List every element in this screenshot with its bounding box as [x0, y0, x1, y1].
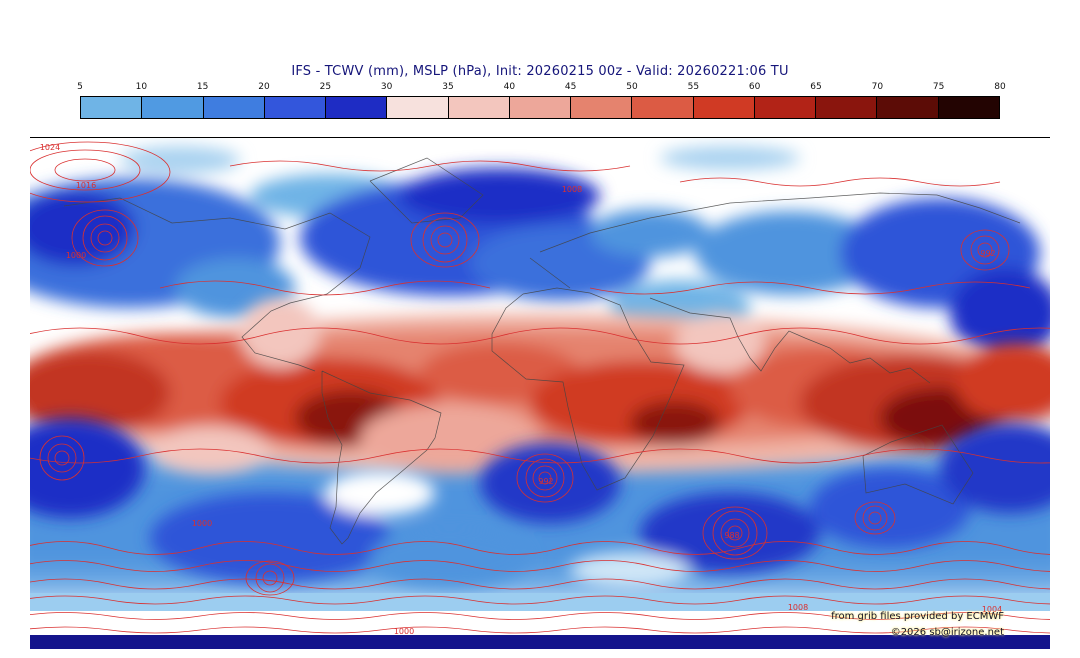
- map-title: IFS - TCWV (mm), MSLP (hPa), Init: 20260…: [291, 64, 789, 79]
- pressure-label: 988: [724, 531, 740, 540]
- colorbar-segment: [264, 97, 327, 118]
- colorbar-segment: [693, 97, 755, 118]
- colorbar-tick: 25: [319, 82, 332, 92]
- colorbar-segment: [938, 97, 999, 118]
- colorbar-tick: 70: [871, 82, 884, 92]
- colorbar-tick: 35: [442, 82, 454, 92]
- colorbar: 5 10 15 20 25 30 35 40 45 50 55 60 65 70 75 80: [77, 82, 1006, 119]
- pressure-label: 1000: [191, 519, 213, 528]
- pressure-label: 1008: [787, 603, 809, 612]
- colorbar-segment: [877, 97, 939, 118]
- coastlines: [63, 157, 1021, 545]
- colorbar-tick: 5: [77, 82, 83, 92]
- colorbar-tick: 65: [810, 82, 822, 92]
- antarctic-dark-band: [30, 635, 1050, 649]
- map-canvas: 1024 1016 1000 1008 992 1000 992 988 1008 1000 100…: [30, 137, 1050, 649]
- colorbar-tick: 50: [626, 82, 638, 92]
- pressure-label: 1004: [981, 605, 1003, 614]
- antarctic-white-band: [30, 611, 1050, 635]
- colorbar-segment: [326, 97, 388, 118]
- pressure-label: 1016: [75, 181, 97, 190]
- colorbar-segment: [81, 97, 143, 118]
- colorbar-tick: 15: [196, 82, 209, 92]
- credit-ecmwf: from grib files provided by ECMWF: [831, 611, 1004, 622]
- pressure-label: 1000: [393, 627, 415, 636]
- colorbar-segment: [754, 97, 817, 118]
- colorbar-segment: [509, 97, 572, 118]
- colorbar-segment: [816, 97, 878, 118]
- pressure-label: 1008: [561, 185, 583, 194]
- colorbar-tick: 10: [135, 82, 148, 92]
- moisture-field-south-swirls: [30, 418, 1050, 588]
- colorbar-segment: [571, 97, 633, 118]
- colorbar-tick: 55: [687, 82, 700, 92]
- colorbar-tick: 60: [748, 82, 761, 92]
- credit-copyright: ©2026 sb@irizone.net: [890, 627, 1004, 638]
- pressure-label: 1024: [39, 143, 61, 152]
- colorbar-segment: [142, 97, 204, 118]
- colorbar-bar: [80, 96, 1000, 119]
- colorbar-tick: 75: [932, 82, 945, 92]
- colorbar-tick: 40: [503, 82, 516, 92]
- colorbar-segment: [203, 97, 265, 118]
- pressure-label: 992: [980, 249, 996, 258]
- pressure-label: 1000: [65, 251, 87, 260]
- mslp-isobars: [30, 141, 1050, 634]
- world-weather-svg: [30, 138, 1050, 649]
- colorbar-tick: 80: [994, 82, 1006, 92]
- credits: from grib files provided by ECMWF ©2026 …: [831, 609, 1004, 641]
- colorbar-segment: [632, 97, 694, 118]
- colorbar-segment: [387, 97, 449, 118]
- colorbar-tick: 20: [258, 82, 270, 92]
- colorbar-tick: 45: [564, 82, 577, 92]
- colorbar-tick: 30: [380, 82, 393, 92]
- pressure-label: 992: [538, 477, 554, 486]
- moisture-field-tropics: [30, 298, 1050, 474]
- colorbar-segment: [448, 97, 510, 118]
- colorbar-ticks: 5 10 15 20 25 30 35 40 45 50 55 60 65 70 75 80: [77, 82, 1006, 96]
